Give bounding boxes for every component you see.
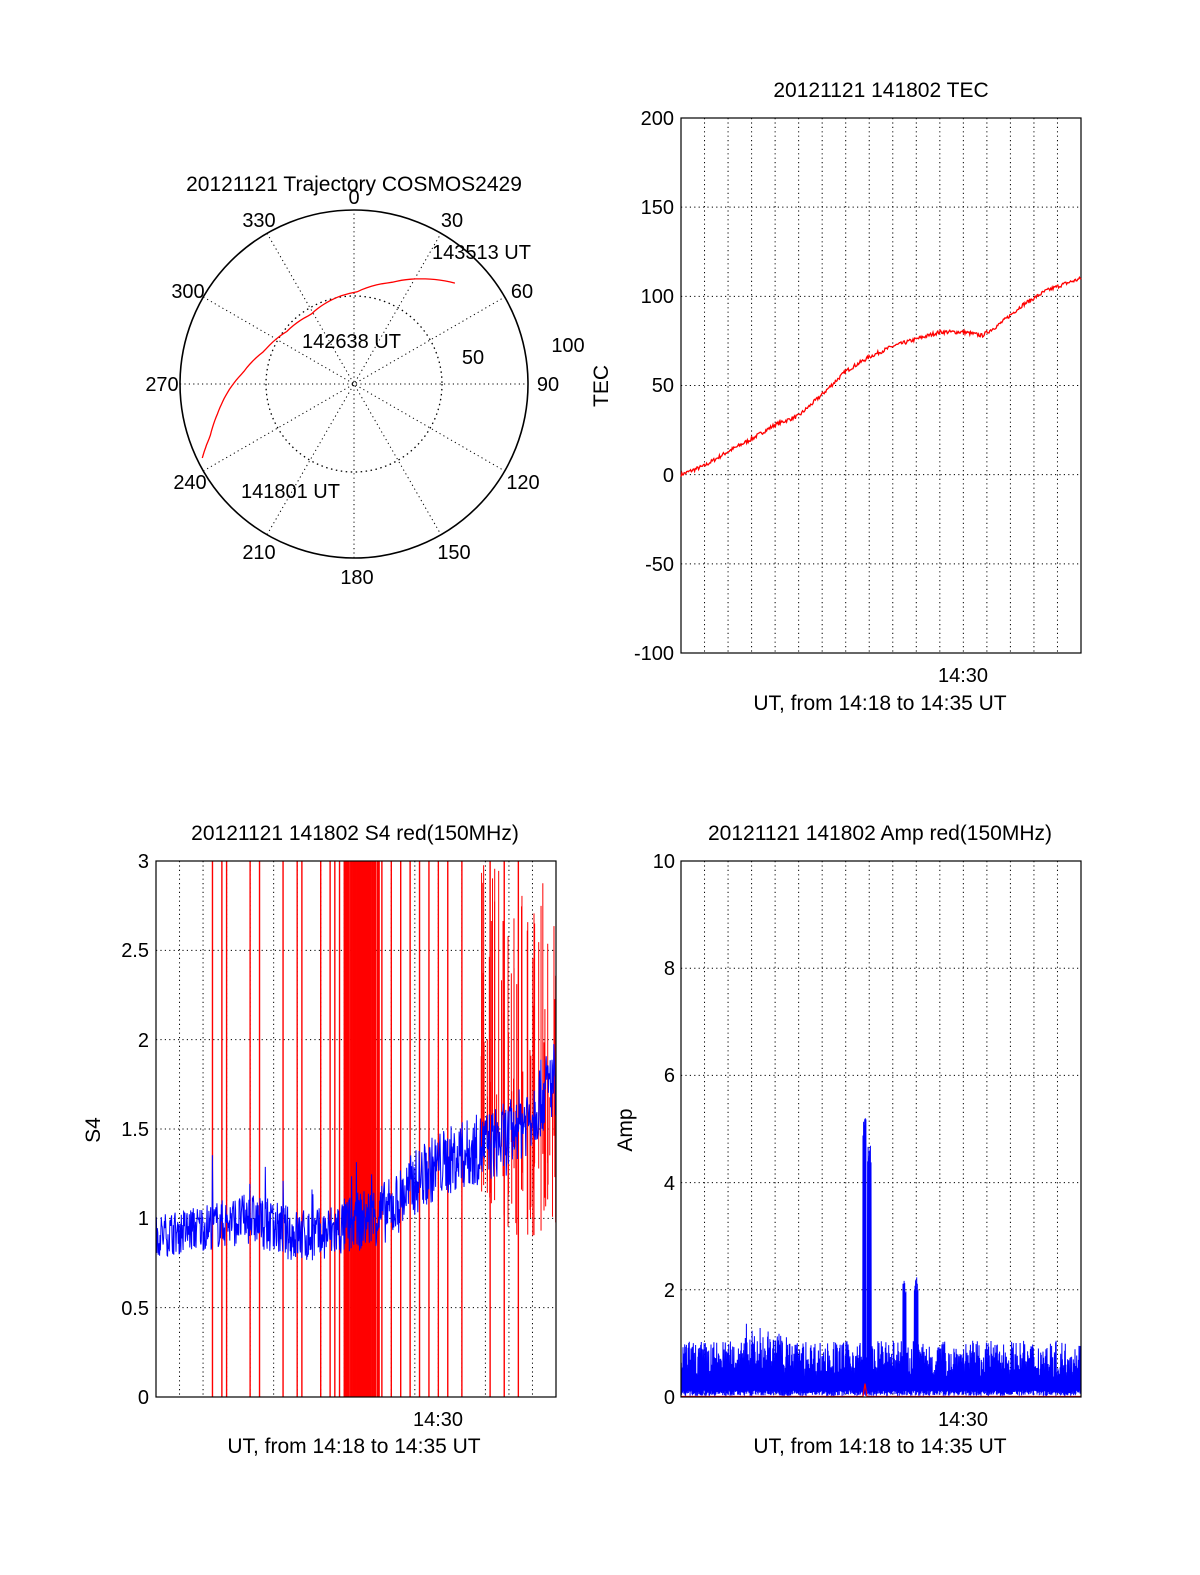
az-label-150: 150 (437, 542, 470, 564)
tec-ytick: -50 (645, 554, 674, 576)
s4-ylabel: S4 (82, 1117, 105, 1143)
az-label-90: 90 (537, 374, 559, 396)
s4-ytick: 3 (138, 851, 149, 873)
tec-ytick: 100 (641, 286, 674, 308)
trajectory-track (201, 278, 456, 459)
amp-axes-frame (680, 860, 1082, 1398)
amp-xtick: 14:30 (938, 1409, 988, 1431)
tec-axes-frame (680, 117, 1082, 654)
az-label-0: 0 (348, 187, 359, 209)
tec-xtick: 14:30 (938, 665, 988, 687)
s4-panel: 20121121 141802 S4 red(150MHz) 3 2.5 2 1… (82, 822, 557, 1458)
polar-inner-ring (265, 295, 443, 473)
s4-ytick: 0 (138, 1387, 149, 1409)
amp-ytick: 2 (664, 1280, 675, 1302)
tec-ylabel: TEC (590, 365, 613, 407)
amp-ylabel: Amp (614, 1108, 637, 1151)
s4-ytick: 1 (138, 1208, 149, 1230)
s4-ytick: 2 (138, 1030, 149, 1052)
track-label-mid: 142638 UT (302, 331, 401, 353)
s4-yticks: 3 2.5 2 1.5 1 0.5 0 (121, 851, 149, 1409)
tec-ytick: 150 (641, 197, 674, 219)
polar-title: 20121121 Trajectory COSMOS2429 (186, 173, 522, 196)
amp-blue-series (680, 1118, 1082, 1396)
az-label-120: 120 (506, 472, 539, 494)
tec-xlabel: UT, from 14:18 to 14:35 UT (753, 692, 1006, 715)
s4-ytick: 2.5 (121, 940, 149, 962)
s4-ytick: 0.5 (121, 1298, 149, 1320)
az-label-270: 270 (145, 374, 178, 396)
amp-ytick: 8 (664, 958, 675, 980)
amp-ytick: 10 (653, 851, 675, 873)
amp-yticks: 10 8 6 4 2 0 (653, 851, 675, 1409)
tec-ytick: 0 (663, 465, 674, 487)
ring-label-50: 50 (462, 347, 484, 369)
az-label-330: 330 (242, 210, 275, 232)
tec-title: 20121121 141802 TEC (773, 79, 988, 102)
tec-ytick: 50 (652, 375, 674, 397)
az-label-240: 240 (173, 472, 206, 494)
s4-blue-series (155, 1044, 557, 1261)
polar-spoke (203, 296, 505, 472)
tec-ytick: 200 (641, 108, 674, 130)
amp-panel: 20121121 141802 Amp red(150MHz) 10 8 6 4… (614, 822, 1082, 1458)
tec-yticks: 200 150 100 50 0 -50 -100 (634, 108, 674, 665)
polar-spoke (266, 233, 442, 535)
az-label-180: 180 (340, 567, 373, 589)
polar-outer-ring (179, 209, 529, 559)
az-label-30: 30 (441, 210, 463, 232)
polar-azimuth-labels: 0 30 60 90 120 150 180 210 240 270 300 3… (145, 187, 559, 589)
tec-panel: 20121121 141802 TEC 200 150 100 50 0 -50… (590, 79, 1082, 715)
az-label-60: 60 (511, 281, 533, 303)
polar-spoke (266, 233, 442, 535)
tec-ytick: -100 (634, 643, 674, 665)
s4-xtick: 14:30 (413, 1409, 463, 1431)
s4-axes-frame (155, 860, 557, 1398)
polar-grid (180, 210, 528, 558)
az-label-210: 210 (242, 542, 275, 564)
amp-title: 20121121 141802 Amp red(150MHz) (708, 822, 1052, 845)
polar-spoke (203, 296, 505, 472)
track-label-start: 141801 UT (241, 481, 340, 503)
amp-ytick: 4 (664, 1173, 675, 1195)
amp-grid (681, 861, 1081, 1397)
az-label-300: 300 (171, 281, 204, 303)
s4-xlabel: UT, from 14:18 to 14:35 UT (227, 1435, 480, 1458)
amp-xlabel: UT, from 14:18 to 14:35 UT (753, 1435, 1006, 1458)
ring-label-100: 100 (551, 335, 584, 357)
tec-series-line (680, 275, 1082, 477)
track-label-end: 143513 UT (432, 242, 531, 264)
amp-ytick: 6 (664, 1065, 675, 1087)
tec-grid (681, 118, 1081, 653)
s4-title: 20121121 141802 S4 red(150MHz) (191, 822, 519, 845)
amp-ytick: 0 (664, 1387, 675, 1409)
polar-plot: 20121121 Trajectory COSMOS2429 0 30 60 9… (145, 173, 584, 589)
s4-ytick: 1.5 (121, 1119, 149, 1141)
